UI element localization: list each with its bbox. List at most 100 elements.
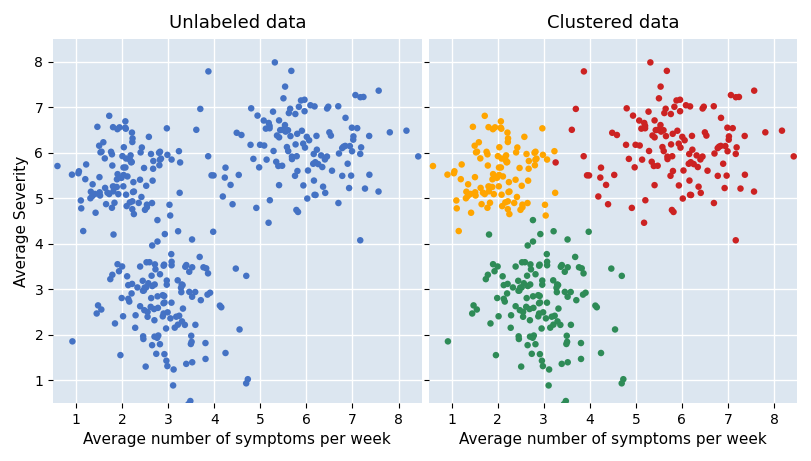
Point <box>146 242 159 249</box>
Point <box>514 206 527 213</box>
Point <box>667 208 680 216</box>
Point <box>633 117 646 124</box>
Point <box>195 296 208 304</box>
Point <box>140 259 153 266</box>
Point <box>115 174 128 182</box>
Point <box>145 272 158 279</box>
Point <box>482 183 495 190</box>
Point <box>526 293 539 300</box>
Point <box>93 173 106 181</box>
Point <box>524 333 537 340</box>
Point <box>148 281 161 288</box>
Point <box>696 105 709 112</box>
Point <box>224 181 237 189</box>
Point <box>577 291 590 298</box>
Point <box>219 349 232 357</box>
Point <box>491 174 504 182</box>
Point <box>323 129 336 136</box>
Point <box>51 162 64 170</box>
Point <box>165 258 178 266</box>
Point <box>521 199 534 207</box>
Point <box>199 355 212 363</box>
Point <box>577 68 590 75</box>
Point <box>541 156 554 163</box>
Point <box>522 157 535 165</box>
Point <box>608 326 621 333</box>
Point <box>322 103 335 110</box>
Point <box>89 209 102 216</box>
Point <box>633 142 646 149</box>
Point <box>274 126 287 134</box>
Point <box>692 183 705 190</box>
Point <box>564 321 577 329</box>
Point <box>304 101 317 109</box>
Point <box>98 155 111 162</box>
Point <box>116 153 129 160</box>
Point <box>205 171 218 179</box>
Point <box>590 303 603 311</box>
Point <box>684 191 697 199</box>
Point <box>682 160 695 167</box>
Point <box>307 160 320 167</box>
Point <box>184 397 197 405</box>
Point <box>697 103 710 110</box>
Point <box>363 171 375 178</box>
Point <box>467 301 480 309</box>
Point <box>158 230 171 238</box>
Point <box>123 156 136 164</box>
Point <box>290 206 303 213</box>
Point <box>549 189 562 196</box>
Point <box>674 107 687 115</box>
Point <box>354 94 367 101</box>
Point <box>75 197 88 204</box>
Point <box>117 171 130 179</box>
Point <box>723 136 736 143</box>
Point <box>685 132 698 140</box>
Point <box>92 301 105 309</box>
Point <box>301 195 314 202</box>
Point <box>141 313 154 320</box>
Point <box>497 282 510 289</box>
Point <box>530 155 543 162</box>
Point <box>441 337 454 345</box>
Point <box>219 164 232 171</box>
Point <box>258 142 271 149</box>
Point <box>215 303 228 311</box>
Point <box>450 205 463 212</box>
Point <box>164 212 177 219</box>
Point <box>66 171 79 178</box>
Point <box>594 349 607 357</box>
Point <box>123 199 136 206</box>
Point <box>511 144 524 151</box>
Point <box>465 209 478 216</box>
Point <box>537 309 550 316</box>
Point <box>506 284 519 291</box>
Point <box>137 287 150 294</box>
Point <box>358 185 371 192</box>
Point <box>175 289 188 296</box>
Point <box>509 263 522 270</box>
Point <box>263 124 276 132</box>
Point <box>127 188 140 195</box>
Point <box>734 185 747 192</box>
Point <box>775 127 788 134</box>
Point <box>336 172 349 179</box>
Point <box>97 139 109 146</box>
Point <box>144 295 157 302</box>
Point <box>477 189 490 196</box>
Point <box>674 144 687 151</box>
Point <box>637 119 650 127</box>
Point <box>240 380 253 387</box>
Point <box>666 130 679 137</box>
Point <box>126 198 139 205</box>
Point <box>496 173 509 180</box>
Point <box>277 95 290 102</box>
Point <box>714 114 727 122</box>
Point <box>136 277 149 284</box>
Point <box>171 277 184 284</box>
Point <box>569 253 581 260</box>
Point <box>157 300 170 307</box>
Point <box>684 159 697 166</box>
Point <box>548 148 561 155</box>
Point <box>620 105 633 112</box>
